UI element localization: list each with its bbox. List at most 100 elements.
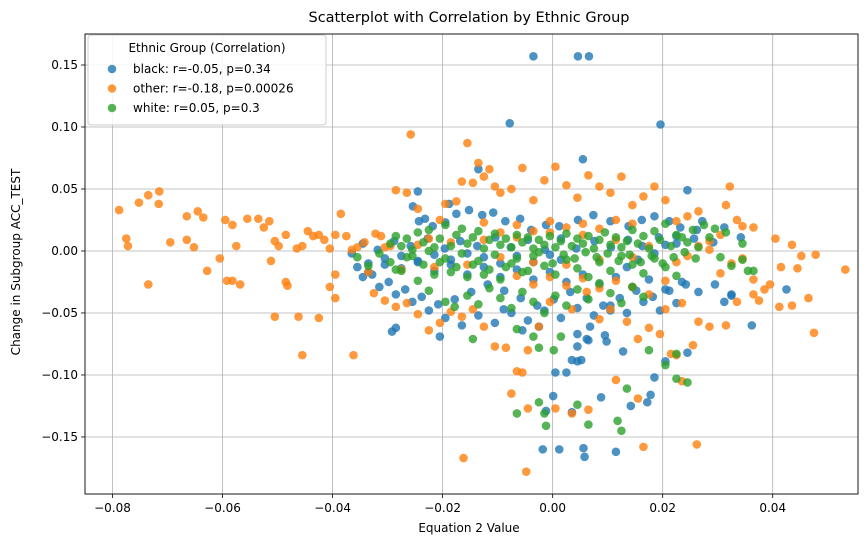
- data-point: [545, 216, 555, 226]
- data-point: [375, 282, 384, 292]
- data-point: [606, 240, 615, 250]
- data-point: [589, 210, 598, 220]
- data-point: [793, 264, 802, 273]
- data-point: [661, 276, 670, 286]
- data-point: [518, 238, 527, 247]
- series-2: [353, 219, 758, 436]
- data-point: [419, 260, 428, 269]
- data-point: [743, 266, 753, 276]
- data-point: [606, 266, 615, 276]
- data-point: [666, 241, 676, 251]
- data-point: [732, 215, 742, 225]
- data-point: [391, 302, 401, 312]
- data-point: [716, 252, 725, 262]
- data-point: [548, 259, 557, 268]
- data-point: [633, 394, 643, 403]
- data-point: [430, 262, 439, 272]
- data-point: [683, 378, 692, 387]
- data-point: [646, 390, 655, 400]
- data-point: [603, 249, 612, 258]
- data-point: [738, 255, 747, 264]
- data-point: [314, 230, 324, 240]
- data-point: [402, 252, 412, 262]
- data-point: [540, 261, 549, 271]
- data-point: [573, 234, 582, 243]
- data-point: [534, 247, 544, 257]
- data-point: [611, 276, 621, 286]
- data-point: [720, 297, 729, 307]
- x-tick-label: −0.06: [204, 501, 241, 515]
- data-point: [749, 290, 758, 299]
- data-point: [611, 375, 621, 385]
- data-point: [617, 172, 626, 181]
- data-point: [551, 291, 560, 300]
- data-point: [254, 214, 263, 224]
- legend-title: Ethnic Group (Correlation): [128, 41, 285, 55]
- data-point: [565, 287, 575, 297]
- data-point: [347, 245, 357, 255]
- data-point: [512, 409, 522, 418]
- data-point: [358, 272, 368, 282]
- legend-entries: black: r=-0.05, p=0.34 other: r=-0.18, p=…: [107, 62, 294, 115]
- data-point: [507, 303, 516, 313]
- data-point: [639, 292, 648, 302]
- data-point: [534, 343, 544, 352]
- data-point: [474, 158, 483, 168]
- data-point: [688, 225, 698, 235]
- data-point: [705, 233, 714, 242]
- data-point: [391, 185, 401, 195]
- data-point: [376, 231, 386, 241]
- data-point: [554, 445, 564, 454]
- data-point: [548, 391, 558, 401]
- data-point: [611, 447, 621, 457]
- data-point: [499, 286, 509, 295]
- data-point: [452, 262, 461, 272]
- y-tick-label: 0.05: [51, 182, 78, 196]
- data-point: [562, 180, 571, 190]
- data-point: [523, 266, 533, 276]
- data-point: [639, 192, 648, 201]
- data-point: [650, 182, 659, 191]
- data-point: [637, 215, 647, 225]
- data-point: [683, 185, 692, 195]
- x-tick-label: 0.04: [759, 501, 786, 515]
- data-point: [655, 329, 665, 339]
- data-point: [474, 226, 483, 236]
- data-point: [496, 240, 505, 250]
- data-point: [562, 368, 571, 377]
- data-point: [567, 409, 577, 418]
- data-point: [573, 264, 582, 273]
- data-point: [694, 242, 703, 252]
- y-tick-label: −0.05: [41, 306, 78, 320]
- data-point: [644, 275, 654, 284]
- data-point: [694, 317, 703, 326]
- data-point: [584, 272, 593, 282]
- data-point: [364, 261, 373, 271]
- data-point: [457, 249, 467, 258]
- data-point: [501, 343, 511, 352]
- data-point: [243, 214, 252, 224]
- data-point: [677, 298, 687, 308]
- data-point: [452, 209, 461, 219]
- data-point: [721, 228, 731, 237]
- data-point: [672, 374, 681, 383]
- data-point: [154, 187, 164, 196]
- data-point: [765, 280, 775, 289]
- legend-label: other: r=-0.18, p=0.00026: [133, 82, 294, 96]
- data-point: [468, 304, 478, 314]
- data-point: [331, 293, 340, 303]
- data-point: [406, 130, 416, 139]
- data-point: [457, 312, 467, 321]
- data-point: [683, 211, 692, 221]
- data-point: [298, 241, 307, 251]
- data-point: [562, 223, 571, 232]
- data-point: [479, 172, 489, 181]
- data-point: [584, 405, 593, 414]
- x-tick-label: 0.00: [539, 501, 566, 515]
- data-point: [551, 404, 560, 413]
- axes: −0.08 −0.06 −0.04 −0.02 0.00 0.02 0.04 −0.15 −0.…: [41, 58, 786, 515]
- data-point: [689, 234, 699, 243]
- data-point: [114, 205, 124, 215]
- data-point: [529, 226, 538, 236]
- data-point: [518, 287, 527, 297]
